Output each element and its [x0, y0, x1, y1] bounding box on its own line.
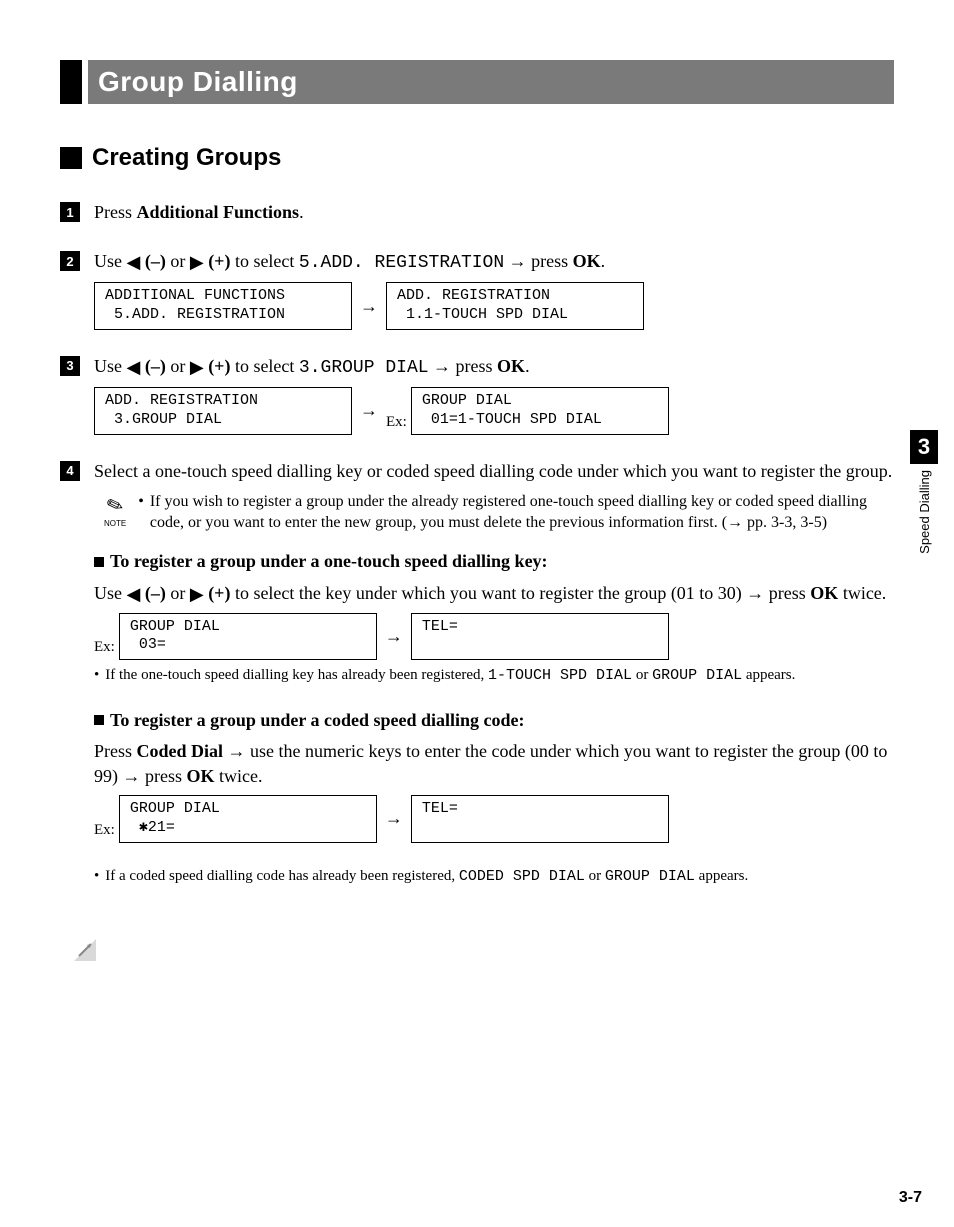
bullet-icon: •: [94, 666, 99, 686]
step-3-lcd-row: ADD. REGISTRATION 3.GROUP DIAL → Ex: GRO…: [94, 387, 894, 435]
step-4: 4 Select a one-touch speed dialling key …: [60, 459, 894, 849]
subsection-b-text: Press Coded Dial → use the numeric keys …: [94, 739, 894, 789]
step-2-body: Use ◀ (–) or ▶ (+) to select 5.ADD. REGI…: [94, 249, 894, 336]
arrow-right-icon: →: [360, 398, 378, 423]
sub-heading-block-icon: [60, 147, 82, 169]
subsection-a-text: Use ◀ (–) or ▶ (+) to select the key und…: [94, 581, 894, 607]
sub-heading: Creating Groups: [60, 144, 894, 172]
step-1-text: Press Additional Functions.: [94, 200, 894, 225]
note-text: • If you wish to register a group under …: [138, 492, 894, 534]
step-number-badge: 3: [60, 356, 80, 376]
right-arrow-icon: ▶: [190, 250, 204, 275]
step-1-button-label: Additional Functions: [137, 202, 300, 222]
heading-block-icon: [60, 60, 82, 104]
chapter-label: Speed Dialling: [917, 470, 932, 554]
lcd-display: ADDITIONAL FUNCTIONS 5.ADD. REGISTRATION: [94, 282, 352, 330]
subsection-a-footnote: • If the one-touch speed dialling key ha…: [94, 666, 894, 686]
right-arrow-icon: ▶: [190, 355, 204, 380]
bullet-icon: •: [138, 492, 144, 534]
subsection-b-title: To register a group under a coded speed …: [110, 708, 525, 733]
step-1-post: .: [299, 202, 304, 222]
arrow-right-icon: →: [385, 806, 403, 831]
subsection-a-title: To register a group under a one-touch sp…: [110, 549, 548, 574]
note-block: ✎ NOTE • If you wish to register a group…: [104, 492, 894, 534]
main-heading: Group Dialling: [60, 60, 894, 104]
step-3-text: Use ◀ (–) or ▶ (+) to select 3.GROUP DIA…: [94, 354, 894, 381]
step-1-body: Press Additional Functions.: [94, 200, 894, 231]
lcd-display: TEL=: [411, 613, 669, 661]
subsection-b-lcd-row: Ex: GROUP DIAL ✱21= → TEL=: [94, 795, 894, 843]
lcd-display: ADD. REGISTRATION 1.1-TOUCH SPD DIAL: [386, 282, 644, 330]
step-4-body: Select a one-touch speed dialling key or…: [94, 459, 894, 849]
arrow-right-icon: →: [360, 294, 378, 319]
page-corner-mark-icon: [74, 939, 96, 961]
bullet-icon: •: [94, 867, 99, 887]
arrow-right-icon: →: [385, 624, 403, 649]
step-2-lcd-row: ADDITIONAL FUNCTIONS 5.ADD. REGISTRATION…: [94, 282, 894, 330]
step-4-text: Select a one-touch speed dialling key or…: [94, 459, 894, 484]
lcd-display: TEL=: [411, 795, 669, 843]
lcd-display: GROUP DIAL 01=1-TOUCH SPD DIAL: [411, 387, 669, 435]
page-number: 3-7: [899, 1189, 922, 1207]
example-label: Ex:: [94, 637, 115, 658]
step-2-text: Use ◀ (–) or ▶ (+) to select 5.ADD. REGI…: [94, 249, 894, 276]
lcd-display: GROUP DIAL ✱21=: [119, 795, 377, 843]
example-label: Ex:: [386, 412, 407, 433]
right-arrow-icon: ▶: [190, 582, 204, 607]
chapter-tab: 3 Speed Dialling: [910, 430, 938, 554]
step-number-badge: 2: [60, 251, 80, 271]
step-3: 3 Use ◀ (–) or ▶ (+) to select 3.GROUP D…: [60, 354, 894, 441]
step-3-body: Use ◀ (–) or ▶ (+) to select 3.GROUP DIA…: [94, 354, 894, 441]
left-arrow-icon: ◀: [127, 582, 141, 607]
small-block-icon: [94, 557, 104, 567]
step-1: 1 Press Additional Functions.: [60, 200, 894, 231]
small-block-icon: [94, 715, 104, 725]
heading-text: Group Dialling: [88, 60, 894, 104]
left-arrow-icon: ◀: [127, 250, 141, 275]
subsection-a-heading: To register a group under a one-touch sp…: [94, 549, 894, 574]
example-label: Ex:: [94, 820, 115, 841]
subsection-b-heading: To register a group under a coded speed …: [94, 708, 894, 733]
subsection-b-footnote: • If a coded speed dialling code has alr…: [94, 867, 894, 887]
subsection-a-lcd-row: Ex: GROUP DIAL 03= → TEL=: [94, 613, 894, 661]
step-2: 2 Use ◀ (–) or ▶ (+) to select 5.ADD. RE…: [60, 249, 894, 336]
step-number-badge: 4: [60, 461, 80, 481]
sub-heading-text: Creating Groups: [92, 144, 281, 172]
chapter-number: 3: [910, 430, 938, 464]
lcd-display: ADD. REGISTRATION 3.GROUP DIAL: [94, 387, 352, 435]
lcd-display: GROUP DIAL 03=: [119, 613, 377, 661]
step-1-pre: Press: [94, 202, 137, 222]
left-arrow-icon: ◀: [127, 355, 141, 380]
note-icon-wrap: ✎ NOTE: [104, 492, 126, 529]
step-number-badge: 1: [60, 202, 80, 222]
